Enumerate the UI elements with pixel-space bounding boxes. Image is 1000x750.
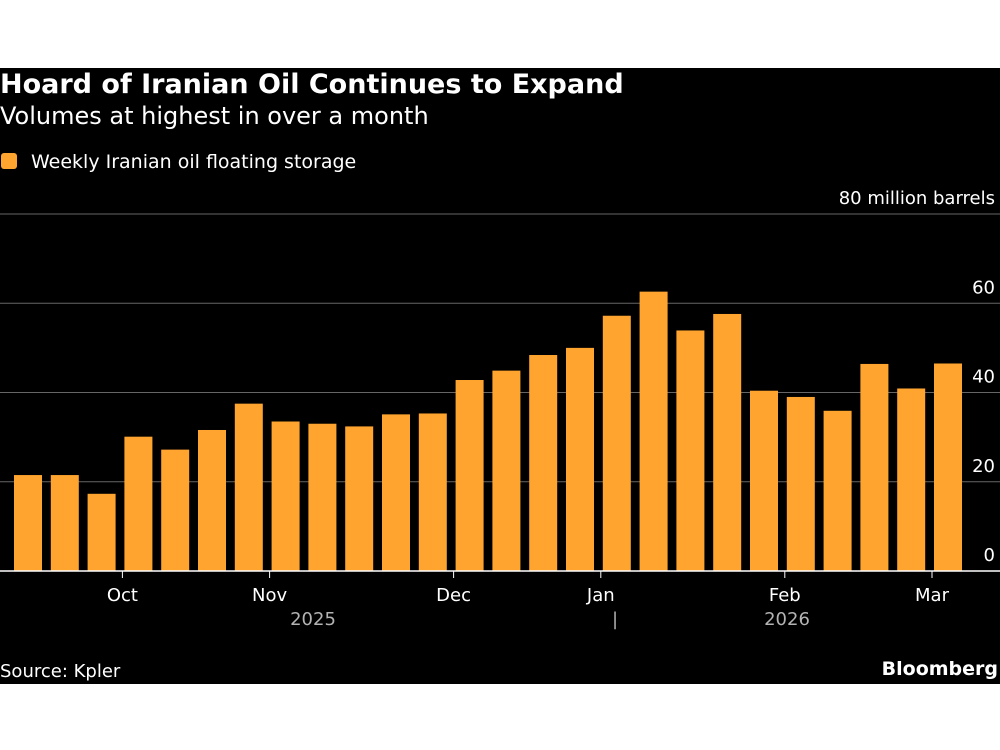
bar-5 — [198, 429, 226, 571]
chart: Hoard of Iranian Oil Continues to Expand… — [0, 69, 1000, 682]
bar-19 — [713, 313, 742, 571]
year-label-2026: 2026 — [764, 609, 810, 630]
bar-8 — [308, 423, 337, 571]
x-tick-label-dec: Dec — [436, 585, 471, 606]
bar-3 — [124, 436, 153, 571]
y-tick-label-40: 40 — [972, 367, 995, 388]
legend-swatch — [1, 153, 17, 169]
bar-12 — [455, 380, 484, 571]
chart-card: Hoard of Iranian Oil Continues to Expand… — [0, 68, 1000, 684]
bar-1 — [50, 475, 79, 571]
bar-15 — [566, 347, 594, 571]
bar-14 — [529, 355, 558, 571]
bar-23 — [860, 363, 889, 571]
bar-24 — [897, 388, 926, 571]
bar-16 — [602, 315, 631, 571]
bar-22 — [823, 410, 852, 571]
bar-20 — [750, 390, 778, 571]
bar-6 — [234, 403, 263, 571]
y-tick-label-80: 80 million barrels — [839, 188, 995, 209]
bar-0 — [14, 475, 42, 571]
bar-25 — [934, 363, 962, 571]
x-tick-labels: Oct Nov Dec Jan Feb Mar — [107, 571, 950, 606]
x-tick-label-jan: Jan — [586, 585, 615, 606]
x-tick-label-feb: Feb — [769, 585, 801, 606]
bar-11 — [418, 413, 447, 571]
chart-subtitle: Volumes at highest in over a month — [0, 102, 429, 130]
source-note: Source: Kpler — [0, 661, 121, 682]
bars — [14, 291, 962, 571]
bar-10 — [382, 414, 410, 571]
bar-9 — [345, 426, 374, 571]
bar-4 — [161, 449, 190, 571]
bar-18 — [676, 330, 705, 571]
bloomberg-logo: Bloomberg — [882, 658, 998, 680]
x-tick-label-mar: Mar — [915, 585, 950, 606]
year-separator: | — [612, 609, 618, 630]
bar-21 — [786, 396, 815, 571]
y-tick-label-20: 20 — [972, 456, 995, 477]
bar-2 — [87, 493, 116, 571]
bar-7 — [271, 421, 300, 571]
x-tick-label-nov: Nov — [252, 585, 287, 606]
y-tick-labels: 0 20 40 60 80 million barrels — [839, 188, 995, 566]
legend-label: Weekly Iranian oil floating storage — [31, 151, 356, 173]
year-label-2025: 2025 — [290, 609, 336, 630]
bar-13 — [492, 370, 521, 571]
y-tick-label-0: 0 — [984, 545, 995, 566]
x-tick-label-oct: Oct — [107, 585, 138, 606]
bar-17 — [639, 291, 668, 571]
y-tick-label-60: 60 — [972, 277, 995, 298]
chart-title: Hoard of Iranian Oil Continues to Expand — [0, 69, 624, 100]
